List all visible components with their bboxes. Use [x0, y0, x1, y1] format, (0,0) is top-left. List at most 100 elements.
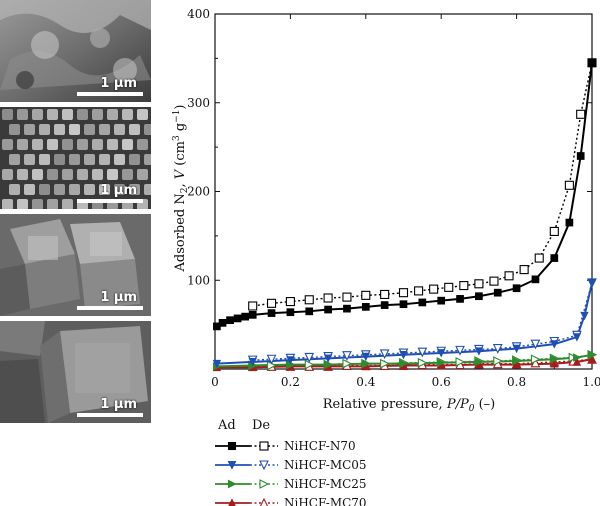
- legend-row: NiHCF-N70: [215, 439, 356, 453]
- scale-bar-label: 1 μm: [100, 397, 137, 412]
- y-tick-label: 200: [187, 185, 210, 199]
- desorption-point: [342, 292, 352, 302]
- desorption-point: [444, 282, 454, 292]
- desorption-point: [248, 301, 258, 311]
- y-tick-label: 400: [187, 7, 210, 21]
- desorption-point: [342, 351, 352, 361]
- desorption-point: [398, 288, 409, 298]
- sem-texture-large-cubes: [0, 214, 151, 316]
- desorption-point: [379, 349, 390, 360]
- sem-particle: [137, 109, 148, 120]
- series-nihcf-n70: [213, 58, 597, 331]
- sem-particle: [99, 124, 110, 135]
- desorption-point: [417, 357, 428, 368]
- sem-particle: [107, 169, 118, 180]
- legend-label: NiHCF-MC05: [284, 458, 367, 472]
- desorption-point: [323, 293, 333, 303]
- y-tick-label: 100: [187, 273, 210, 287]
- legend-ad-marker: [227, 479, 237, 489]
- adsorption-point: [512, 344, 521, 354]
- sem-particle: [107, 139, 118, 150]
- sem-particle: [137, 169, 148, 180]
- adsorption-line: [216, 62, 593, 328]
- adsorption-point: [361, 359, 371, 368]
- y-tick-label: 300: [187, 96, 210, 110]
- desorption-point: [266, 298, 277, 308]
- x-axis-label: Relative pressure, P/P0 (–): [323, 397, 495, 414]
- desorption-point: [342, 358, 353, 369]
- sem-particle: [122, 169, 133, 180]
- sem-particle: [2, 199, 13, 209]
- legend-de-marker: [259, 497, 269, 506]
- desorption-point: [519, 265, 529, 275]
- desorption-point: [417, 347, 428, 358]
- sem-particle: [114, 154, 125, 165]
- scale-bar: [77, 306, 143, 310]
- desorption-point: [474, 279, 484, 289]
- sem-particle: [69, 124, 80, 135]
- sem-texture-small-cubes: [0, 107, 151, 209]
- legend-ad-marker: [227, 441, 237, 451]
- desorption-line: [252, 62, 593, 307]
- desorption-point: [380, 289, 390, 300]
- desorption-point: [564, 180, 574, 190]
- legend-de-marker: [259, 441, 269, 451]
- scale-bar: [77, 413, 143, 417]
- adsorption-point: [324, 305, 332, 314]
- adsorption-point: [587, 354, 597, 364]
- desorption-point: [455, 345, 465, 356]
- sem-particle: [129, 124, 140, 135]
- sem-particle: [144, 154, 151, 165]
- desorption-point: [380, 358, 390, 369]
- desorption-point: [414, 286, 424, 296]
- adsorption-point: [323, 354, 333, 363]
- adsorption-point: [573, 353, 582, 362]
- adsorption-point: [512, 360, 521, 369]
- sem-particle: [129, 154, 140, 165]
- sem-particle: [39, 184, 50, 195]
- adsorption-point: [572, 333, 582, 342]
- adsorption-point: [576, 152, 585, 160]
- sem-particle: [62, 199, 73, 209]
- sem-particle: [32, 139, 43, 150]
- legend-row: NiHCF-MC25: [215, 477, 367, 491]
- sem-particle: [32, 109, 43, 120]
- adsorption-point: [456, 295, 464, 303]
- adsorption-point: [361, 303, 370, 311]
- adsorption-point: [572, 357, 582, 366]
- desorption-point: [530, 354, 541, 365]
- x-tick-label: 0.6: [432, 375, 451, 389]
- scale-bar: [77, 92, 143, 96]
- desorption-point: [285, 296, 295, 307]
- x-tick-label: 0.4: [356, 375, 375, 389]
- legend-label: NiHCF-MC70: [284, 496, 367, 506]
- series-layer: [212, 58, 598, 372]
- scale-bar-label: 1 μm: [100, 183, 137, 198]
- adsorption-point: [580, 311, 589, 321]
- adsorption-point: [588, 350, 597, 359]
- adsorption-point: [587, 279, 597, 288]
- sem-particle: [122, 109, 133, 120]
- sem-particle: [2, 169, 13, 180]
- adsorption-point: [418, 298, 427, 307]
- sem-particle: [47, 199, 58, 209]
- sem-particle: [99, 154, 110, 165]
- legend-de-marker: [259, 460, 269, 471]
- desorption-point: [576, 109, 586, 119]
- adsorption-point: [380, 301, 389, 309]
- sem-particle: [99, 184, 110, 195]
- adsorption-point: [475, 357, 484, 367]
- adsorption-point: [588, 58, 596, 67]
- legend-header-desorption: De: [252, 418, 271, 433]
- sem-particle: [114, 124, 125, 135]
- sem-particle: [122, 139, 133, 150]
- adsorption-point: [399, 350, 408, 360]
- y-axis-label: Adsorbed N2, V (cm3 g−1): [172, 104, 190, 272]
- sem-particle: [47, 139, 58, 150]
- sem-particle: [62, 169, 73, 180]
- sem-particle: [77, 139, 88, 150]
- adsorption-point: [286, 308, 295, 317]
- sem-particle: [24, 154, 35, 165]
- sem-image-mc05: 1 μm: [0, 107, 151, 209]
